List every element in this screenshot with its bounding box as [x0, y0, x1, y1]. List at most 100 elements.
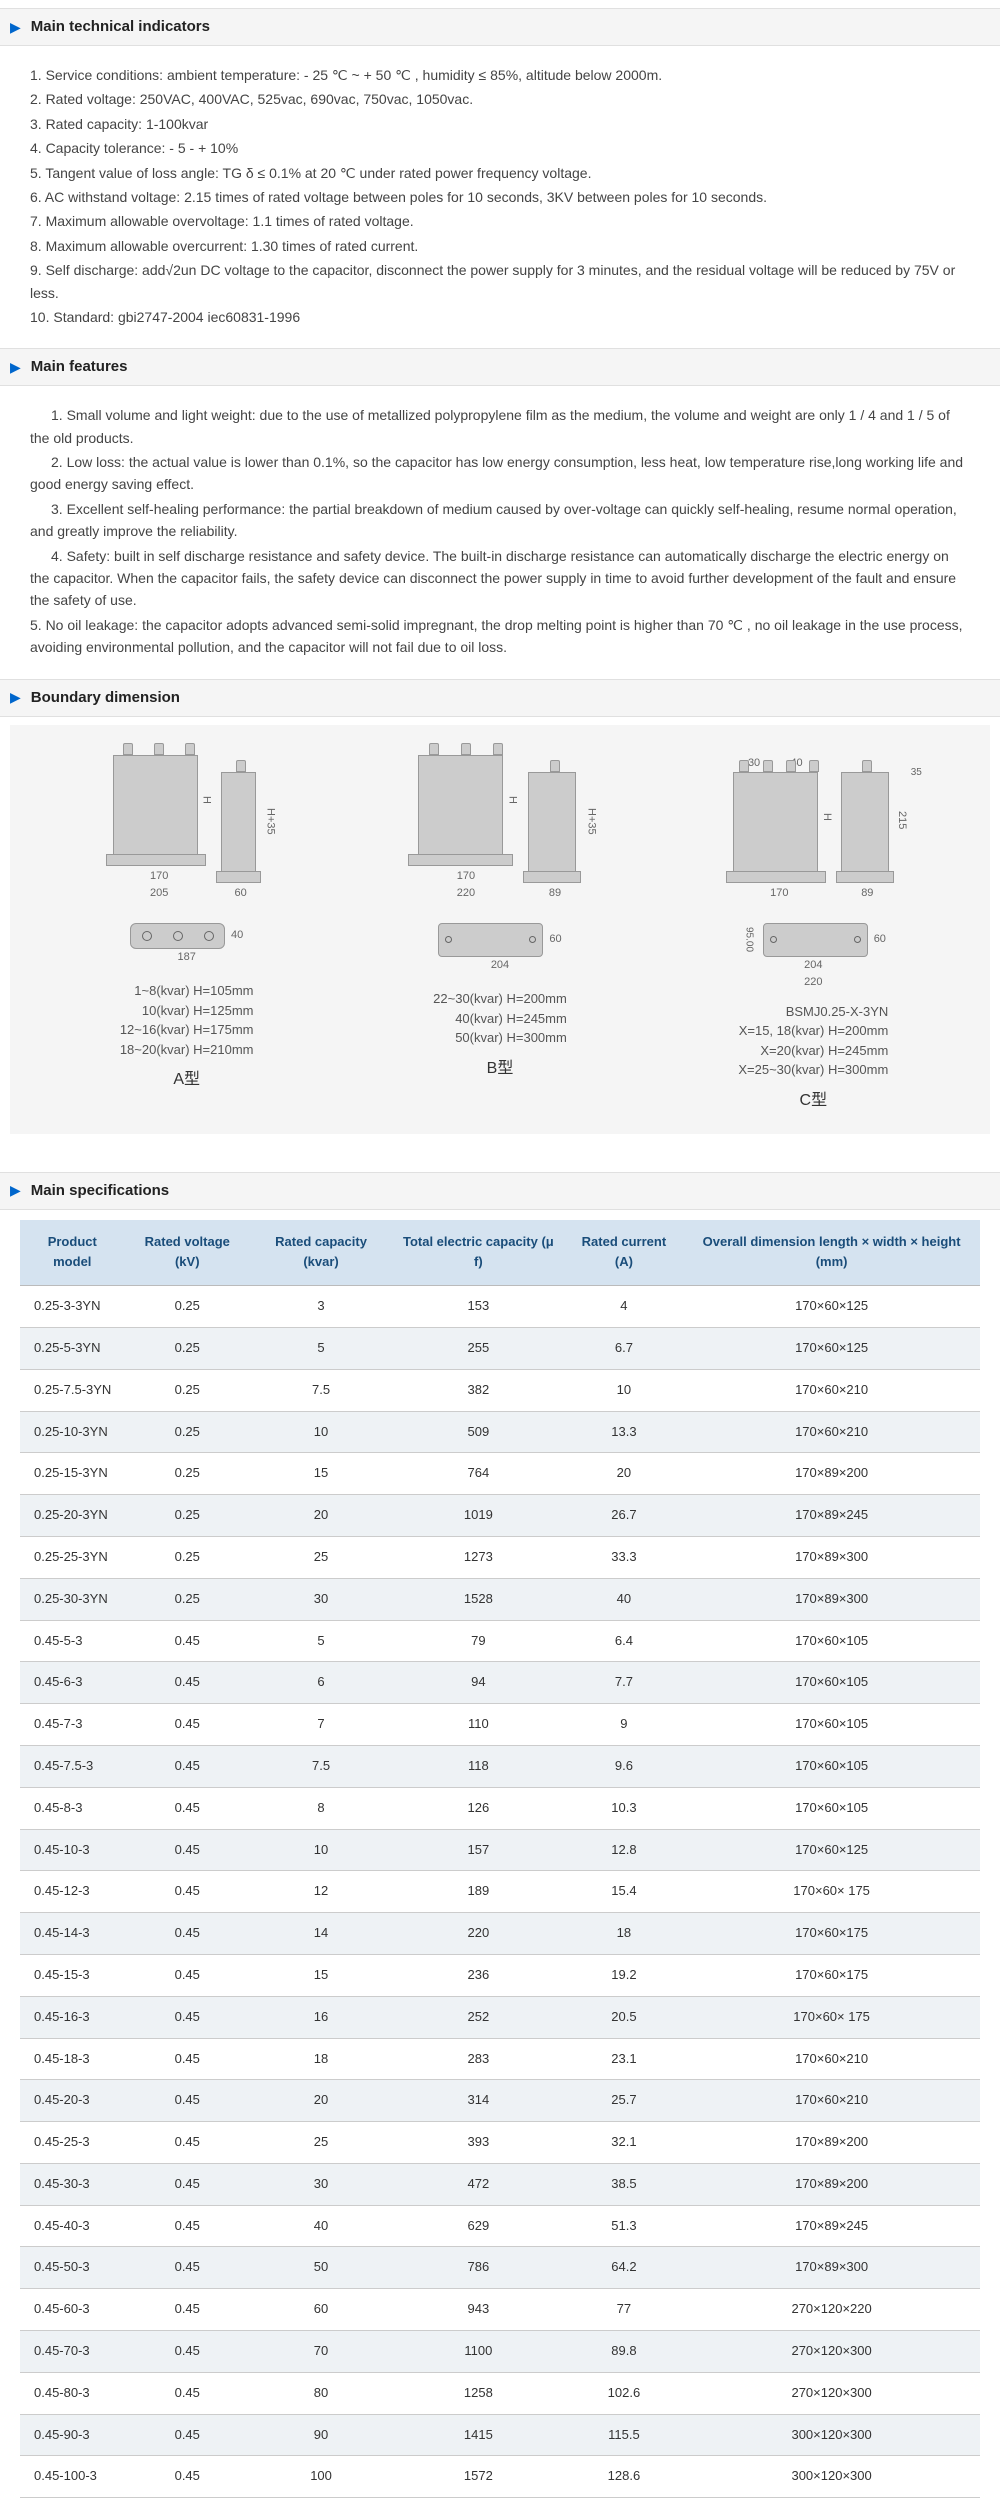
table-row: 0.45-20-30.452031425.7170×60×210 [20, 2080, 980, 2122]
table-cell: 0.45-5-3 [20, 1620, 125, 1662]
table-cell: 0.25-5-3YN [20, 1327, 125, 1369]
table-row: 0.45-90-30.45901415115.5300×120×300 [20, 2414, 980, 2456]
table-cell: 170×60×210 [683, 1369, 980, 1411]
table-row: 0.25-15-3YN0.251576420170×89×200 [20, 1453, 980, 1495]
table-header-cell: Total electric capacity (μ f) [392, 1220, 565, 1286]
technical-item: 6. AC withstand voltage: 2.15 times of r… [30, 186, 970, 208]
table-cell: 20.5 [565, 1996, 684, 2038]
table-cell: 0.45 [125, 2163, 250, 2205]
table-cell: 20 [250, 1495, 392, 1537]
table-row: 0.45-10-30.451015712.8170×60×125 [20, 1829, 980, 1871]
table-cell: 629 [392, 2205, 565, 2247]
height-list-c: BSMJ0.25-X-3YN X=15, 18(kvar) H=200mmX=2… [738, 1002, 888, 1080]
table-cell: 170×89×200 [683, 1453, 980, 1495]
table-row: 0.45-7-30.4571109170×60×105 [20, 1704, 980, 1746]
table-cell: 0.45 [125, 1662, 250, 1704]
table-cell: 170×89×245 [683, 1495, 980, 1537]
technical-item: 4. Capacity tolerance: - 5 - + 10% [30, 137, 970, 159]
table-row: 0.45-14-30.451422018170×60×175 [20, 1913, 980, 1955]
table-cell: 170×60×125 [683, 1286, 980, 1328]
height-item: X=15, 18(kvar) H=200mm [738, 1021, 888, 1041]
technical-item: 10. Standard: gbi2747-2004 iec60831-1996 [30, 306, 970, 328]
table-row: 0.45-100-30.451001572128.6300×120×300 [20, 2456, 980, 2498]
table-cell: 6.7 [565, 1327, 684, 1369]
table-cell: 1019 [392, 1495, 565, 1537]
table-row: 0.45-12-30.451218915.4170×60× 175 [20, 1871, 980, 1913]
table-cell: 0.45-50-3 [20, 2247, 125, 2289]
table-cell: 25.7 [565, 2080, 684, 2122]
table-row: 0.25-25-3YN0.2525127333.3170×89×300 [20, 1536, 980, 1578]
table-cell: 0.45 [125, 2372, 250, 2414]
table-cell: 0.45-25-3 [20, 2122, 125, 2164]
table-cell: 0.45-6-3 [20, 1662, 125, 1704]
dim-body-w: 170 [733, 885, 826, 903]
spec-table: Product modelRated voltage (kV)Rated cap… [20, 1220, 980, 2499]
height-list-b: 22~30(kvar) H=200mm40(kvar) H=245mm50(kv… [433, 989, 567, 1048]
table-cell: 0.25 [125, 1495, 250, 1537]
table-cell: 270×120×300 [683, 2372, 980, 2414]
table-cell: 15 [250, 1453, 392, 1495]
table-header-cell: Overall dimension length × width × heigh… [683, 1220, 980, 1286]
table-cell: 110 [392, 1704, 565, 1746]
table-cell: 0.25 [125, 1327, 250, 1369]
technical-item: 2. Rated voltage: 250VAC, 400VAC, 525vac… [30, 88, 970, 110]
table-row: 0.45-30-30.453047238.5170×89×200 [20, 2163, 980, 2205]
table-cell: 5 [250, 1327, 392, 1369]
table-cell: 1415 [392, 2414, 565, 2456]
table-cell: 382 [392, 1369, 565, 1411]
table-cell: 170×89×200 [683, 2163, 980, 2205]
type-label-a: A型 [173, 1067, 200, 1093]
table-cell: 170×89×200 [683, 2122, 980, 2164]
table-cell: 10.3 [565, 1787, 684, 1829]
table-cell: 9.6 [565, 1745, 684, 1787]
table-cell: 283 [392, 2038, 565, 2080]
diagram-c: 30 40 H 170 215 35 [667, 755, 960, 1114]
table-cell: 314 [392, 2080, 565, 2122]
table-cell: 170×60×105 [683, 1704, 980, 1746]
table-cell: 170×60×105 [683, 1662, 980, 1704]
table-cell: 170×89×245 [683, 2205, 980, 2247]
table-cell: 51.3 [565, 2205, 684, 2247]
table-cell: 0.45-40-3 [20, 2205, 125, 2247]
height-item: 50(kvar) H=300mm [433, 1028, 567, 1048]
table-cell: 115.5 [565, 2414, 684, 2456]
capacitor-side-c: 215 35 [841, 772, 894, 883]
table-cell: 0.45 [125, 2038, 250, 2080]
table-row: 0.45-5-30.455796.4170×60×105 [20, 1620, 980, 1662]
table-cell: 4 [565, 1286, 684, 1328]
feature-item: 4. Safety: built in self discharge resis… [30, 545, 970, 612]
dim-base-w: 205 [113, 885, 206, 903]
table-cell: 0.45-18-3 [20, 2038, 125, 2080]
table-row: 0.45-7.5-30.457.51189.6170×60×105 [20, 1745, 980, 1787]
table-cell: 30 [250, 1578, 392, 1620]
table-cell: 118 [392, 1745, 565, 1787]
features-content: 1. Small volume and light weight: due to… [0, 394, 1000, 670]
feature-item: 3. Excellent self-healing performance: t… [30, 498, 970, 543]
table-cell: 7.5 [250, 1745, 392, 1787]
play-icon: ▶ [10, 686, 21, 708]
technical-item: 5. Tangent value of loss angle: TG δ ≤ 0… [30, 162, 970, 184]
table-cell: 18 [565, 1913, 684, 1955]
table-cell: 393 [392, 2122, 565, 2164]
table-cell: 170×60×210 [683, 2080, 980, 2122]
table-cell: 60 [250, 2289, 392, 2331]
dim-side-w: 60 [221, 885, 261, 903]
dim-bottom-h: 40 [231, 927, 243, 945]
table-cell: 32.1 [565, 2122, 684, 2164]
table-cell: 0.45-15-3 [20, 1954, 125, 1996]
table-cell: 10 [565, 1369, 684, 1411]
table-cell: 23.1 [565, 2038, 684, 2080]
dim-bottom-w: 204 [491, 957, 509, 975]
height-item: 12~16(kvar) H=175mm [120, 1020, 254, 1040]
table-cell: 0.45-7-3 [20, 1704, 125, 1746]
table-cell: 255 [392, 1327, 565, 1369]
table-cell: 220 [392, 1913, 565, 1955]
table-cell: 25 [250, 1536, 392, 1578]
table-row: 0.25-20-3YN0.2520101926.7170×89×245 [20, 1495, 980, 1537]
capacitor-front-b: H [418, 755, 513, 866]
table-cell: 77 [565, 2289, 684, 2331]
feature-item: 5. No oil leakage: the capacitor adopts … [30, 614, 970, 659]
diagram-a: H 170 205 H+35 60 [40, 755, 333, 1114]
table-cell: 0.45-100-3 [20, 2456, 125, 2498]
capacitor-top-b [438, 923, 543, 957]
